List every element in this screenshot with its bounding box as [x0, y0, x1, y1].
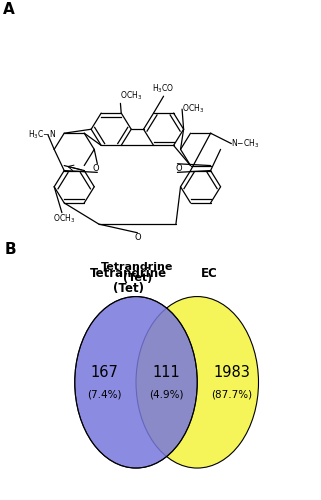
Text: H$_3$CO: H$_3$CO — [152, 82, 175, 95]
Text: 111: 111 — [153, 365, 180, 380]
Text: (4.9%): (4.9%) — [149, 390, 184, 400]
Text: EC: EC — [201, 267, 218, 280]
Text: OCH$_3$: OCH$_3$ — [182, 103, 204, 116]
Ellipse shape — [75, 296, 197, 468]
Text: OCH$_3$: OCH$_3$ — [53, 212, 75, 224]
Text: Tetrandrine
(Tet): Tetrandrine (Tet) — [90, 267, 167, 295]
Text: O: O — [176, 164, 182, 172]
Text: O: O — [134, 232, 141, 241]
Text: Tetrandrine
(Tet): Tetrandrine (Tet) — [101, 262, 174, 283]
Text: B: B — [5, 242, 16, 257]
Text: 1983: 1983 — [213, 365, 250, 380]
Text: (7.4%): (7.4%) — [87, 390, 121, 400]
Text: A: A — [3, 2, 15, 17]
Text: 167: 167 — [90, 365, 118, 380]
Text: O: O — [92, 164, 99, 172]
Text: OCH$_3$: OCH$_3$ — [120, 90, 143, 102]
Text: N$-$CH$_3$: N$-$CH$_3$ — [231, 138, 260, 150]
Ellipse shape — [136, 296, 258, 468]
Text: H$_3$C$-$N: H$_3$C$-$N — [28, 128, 56, 141]
Text: (87.7%): (87.7%) — [211, 390, 252, 400]
